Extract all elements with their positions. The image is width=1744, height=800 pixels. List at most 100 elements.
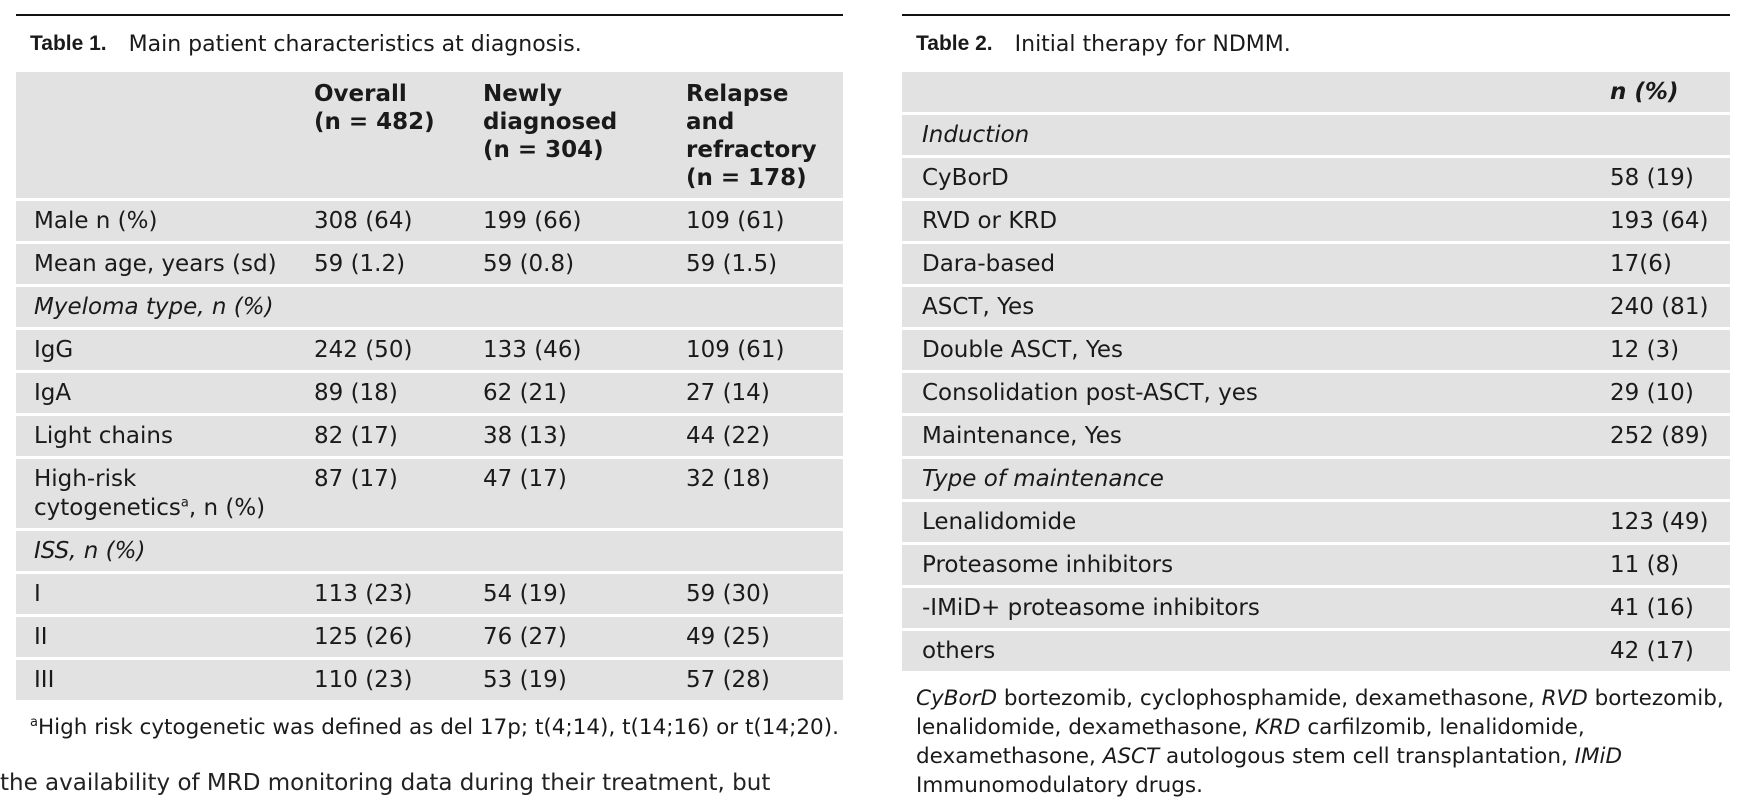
table-cell: 41 (16) bbox=[1606, 588, 1730, 631]
table-cell: 240 (81) bbox=[1606, 287, 1730, 330]
row-label: Light chains bbox=[16, 416, 296, 459]
table-cell: 242 (50) bbox=[296, 330, 465, 373]
header-line: Newly bbox=[483, 81, 562, 107]
header-line: (n = 482) bbox=[314, 109, 435, 135]
table-footnote: CyBorD bortezomib, cyclophosphamide, dex… bbox=[902, 674, 1728, 800]
table-cell: 110 (23) bbox=[296, 660, 465, 703]
table-cell: 59 (30) bbox=[668, 574, 843, 617]
table-cell: 59 (1.2) bbox=[296, 244, 465, 287]
row-label: ASCT, Yes bbox=[902, 287, 1606, 330]
row-label: CyBorD bbox=[902, 158, 1606, 201]
table-cell: 308 (64) bbox=[296, 201, 465, 244]
table-cell: 27 (14) bbox=[668, 373, 843, 416]
header-line: diagnosed bbox=[483, 109, 618, 135]
row-label: Myeloma type, n (%) bbox=[16, 287, 296, 330]
header-cell-empty bbox=[902, 72, 1606, 115]
table-cell: 29 (10) bbox=[1606, 373, 1730, 416]
table-cell bbox=[668, 531, 843, 574]
abbreviation: IMiD bbox=[1574, 744, 1623, 769]
table-title: Initial therapy for NDMM. bbox=[1014, 31, 1291, 57]
row-label: Type of maintenance bbox=[902, 459, 1606, 502]
row-label: Lenalidomide bbox=[902, 502, 1606, 545]
top-rule bbox=[902, 14, 1730, 16]
row-label: Induction bbox=[902, 115, 1606, 158]
top-rule bbox=[16, 14, 843, 16]
table-cell bbox=[1606, 115, 1730, 158]
definition: autologous stem cell transplantation, bbox=[1159, 744, 1575, 769]
table-footnote: aHigh risk cytogenetic was defined as de… bbox=[16, 703, 843, 742]
table-cell: 58 (19) bbox=[1606, 158, 1730, 201]
table-label: Table 1. bbox=[30, 32, 107, 55]
table-cell bbox=[296, 531, 465, 574]
table-cell: 42 (17) bbox=[1606, 631, 1730, 674]
table-cell: 47 (17) bbox=[465, 459, 668, 531]
table-2: Table 2. Initial therapy for NDMM. n (%)… bbox=[902, 14, 1730, 800]
row-label: II bbox=[16, 617, 296, 660]
table-cell: 87 (17) bbox=[296, 459, 465, 531]
table-cell: 12 (3) bbox=[1606, 330, 1730, 373]
table-cell bbox=[465, 531, 668, 574]
header-line: Relapse and bbox=[686, 81, 789, 135]
row-label: III bbox=[16, 660, 296, 703]
table-cell: 109 (61) bbox=[668, 201, 843, 244]
row-label: I bbox=[16, 574, 296, 617]
definition: bortezomib, cyclophosphamide, dexamethas… bbox=[997, 686, 1542, 711]
table-grid: n (%) Induction CyBorD 58 (19) RVD or KRD 19… bbox=[902, 72, 1730, 674]
row-label: others bbox=[902, 631, 1606, 674]
row-label: Double ASCT, Yes bbox=[902, 330, 1606, 373]
table-cell: 54 (19) bbox=[465, 574, 668, 617]
table-grid: Overall (n = 482) Newly diagnosed (n = 3… bbox=[16, 72, 843, 703]
abbreviation: CyBorD bbox=[916, 686, 998, 711]
definition: bortezomib, lenalidomide, dexamethasone, bbox=[916, 686, 1724, 740]
header-relapse-refractory: Relapse and refractory (n = 178) bbox=[668, 72, 843, 201]
table-cell bbox=[668, 287, 843, 330]
header-line: (n = 304) bbox=[483, 137, 604, 163]
abbreviation: RVD bbox=[1541, 686, 1588, 711]
table-cell: 17(6) bbox=[1606, 244, 1730, 287]
header-overall: Overall (n = 482) bbox=[296, 72, 465, 201]
table-cell: 133 (46) bbox=[465, 330, 668, 373]
table-cell: 113 (23) bbox=[296, 574, 465, 617]
table-cell: 252 (89) bbox=[1606, 416, 1730, 459]
header-cell-empty bbox=[16, 72, 296, 201]
abbreviation: ASCT bbox=[1102, 744, 1160, 769]
row-label: IgA bbox=[16, 373, 296, 416]
table-cell: 59 (0.8) bbox=[465, 244, 668, 287]
header-newly-diagnosed: Newly diagnosed (n = 304) bbox=[465, 72, 668, 201]
table-cell: 44 (22) bbox=[668, 416, 843, 459]
row-label: -IMiD+ proteasome inhibitors bbox=[902, 588, 1606, 631]
table-cell: 53 (19) bbox=[465, 660, 668, 703]
row-label: IgG bbox=[16, 330, 296, 373]
header-n-percent: n (%) bbox=[1606, 72, 1730, 115]
table-cell bbox=[1606, 459, 1730, 502]
table-cell: 32 (18) bbox=[668, 459, 843, 531]
table-label: Table 2. bbox=[916, 32, 993, 55]
table-cell: 59 (1.5) bbox=[668, 244, 843, 287]
table-cell: 109 (61) bbox=[668, 330, 843, 373]
header-line: (n = 178) bbox=[686, 165, 807, 191]
table-caption: Table 2. Initial therapy for NDMM. bbox=[902, 16, 1730, 72]
row-label: RVD or KRD bbox=[902, 201, 1606, 244]
footnote-marker: a bbox=[180, 495, 189, 511]
footnote-marker: a bbox=[30, 714, 38, 730]
table-cell: 82 (17) bbox=[296, 416, 465, 459]
table-cell: 125 (26) bbox=[296, 617, 465, 660]
row-label: ISS, n (%) bbox=[16, 531, 296, 574]
table-cell: 76 (27) bbox=[465, 617, 668, 660]
row-label: Dara-based bbox=[902, 244, 1606, 287]
header-line: Overall bbox=[314, 81, 407, 107]
table-cell: 123 (49) bbox=[1606, 502, 1730, 545]
table-cell bbox=[296, 287, 465, 330]
definition: carfilzomib, lenalidomide, dexamethasone… bbox=[916, 715, 1585, 769]
table-cell bbox=[465, 287, 668, 330]
table-cell: 11 (8) bbox=[1606, 545, 1730, 588]
row-label: High-risk cytogeneticsa, n (%) bbox=[16, 459, 296, 531]
header-line: refractory bbox=[686, 137, 817, 163]
definition: Immunomodulatory drugs. bbox=[916, 773, 1203, 798]
table-cell: 62 (21) bbox=[465, 373, 668, 416]
table-title: Main patient characteristics at diagnosi… bbox=[128, 31, 582, 57]
row-label: Male n (%) bbox=[16, 201, 296, 244]
row-label: Consolidation post-ASCT, yes bbox=[902, 373, 1606, 416]
table-cell: 49 (25) bbox=[668, 617, 843, 660]
table-cell: 38 (13) bbox=[465, 416, 668, 459]
